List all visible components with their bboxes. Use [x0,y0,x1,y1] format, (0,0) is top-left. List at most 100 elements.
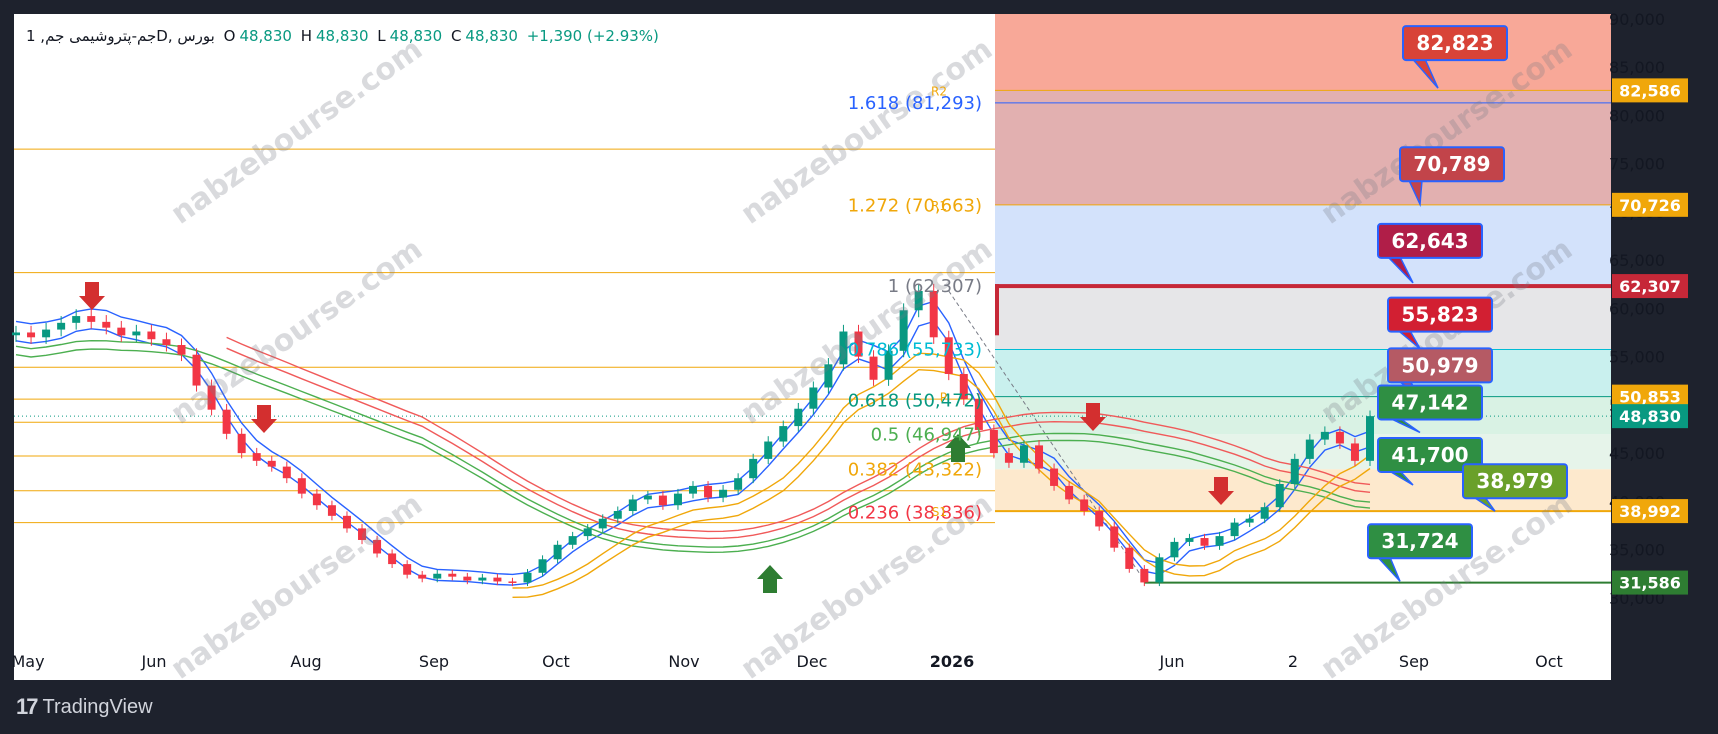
candle [207,379,216,416]
candle-body [1320,431,1329,440]
fib-label-7: 0.236 (38,836) [848,503,982,524]
price-tick: 65,000 [1609,251,1665,270]
close-value: 48,830 [465,27,518,45]
callouts-layer: 82,823 70,789 62,643 55,823 50,979 47,142 41,7… [1367,25,1568,582]
candle [1140,565,1149,587]
red-band-upper [226,336,1371,533]
candle-body [12,332,20,336]
candle [704,481,713,503]
candle [72,309,81,330]
candle [267,455,276,472]
candle [493,573,502,586]
candle-body [1230,522,1239,537]
candle-body [914,290,923,311]
callout-8: 31,724 [1367,523,1473,582]
candle-body [87,316,96,322]
candle-body [1185,538,1194,542]
candle-body [508,581,517,583]
sell-arrow-icon [251,405,277,433]
callout-5: 47,142 [1377,384,1483,434]
price-label-text: 62,307 [1619,277,1681,296]
price-label-4: 48,830 [1612,404,1688,429]
candle [117,320,126,342]
buy-arrow-icon [757,565,783,593]
candle-body [448,573,457,577]
time-tick: May [11,652,44,671]
candle [944,330,953,381]
candle [839,324,848,371]
price-label-bg [1612,570,1688,595]
candle [1155,553,1164,587]
candle-body [102,321,111,328]
callout-value: 41,700 [1391,443,1468,467]
callout-value: 47,142 [1391,390,1468,414]
callout-value: 70,789 [1413,152,1490,176]
candle-body [899,310,908,351]
candle [523,569,532,587]
candle [192,348,201,392]
candle [959,367,968,405]
candle-body [764,441,773,459]
candle-body [944,337,953,374]
red-band-lower [226,347,1371,540]
candle-body [463,576,472,581]
candle-body [57,322,66,330]
price-tick: 80,000 [1609,106,1665,125]
candle-body [884,350,893,380]
callout-value: 31,724 [1381,529,1458,553]
open-value: 48,830 [239,27,292,45]
green-band-upper [15,339,1371,548]
candle-body [297,478,306,494]
candle [463,572,472,585]
fib-label-2: 1 (62,307) [888,276,982,297]
candle-body [628,499,637,512]
candle-body [658,495,667,506]
trend-line [948,290,1145,581]
price-label-0: 82,586 [1612,78,1688,103]
candle [433,569,442,583]
candle-body [388,553,397,565]
fib-label-1: 1.272 (70,663) [848,195,982,216]
time-axis: May Jun Aug Sep Oct Nov Dec 2026 Jun 2 Sep Oct [11,652,1562,671]
price-tick: 85,000 [1609,58,1665,77]
candle-body [1035,445,1044,469]
fib-label-6: 0.382 (43,322) [848,459,982,480]
price-label-text: 38,992 [1619,502,1681,521]
candle [358,524,367,545]
fib-label-0: 1.618 (81,293) [848,93,982,114]
candle [42,322,51,344]
price-label-2: 62,307 [1612,274,1688,299]
candle [342,511,351,533]
candle-body [613,511,622,519]
fib-label-3: 0.786 (55,733) [848,340,982,361]
candle-body [1350,443,1359,461]
candle [1290,453,1299,489]
zone-2 [995,204,1611,287]
candle [1050,463,1059,491]
candle-body [568,536,577,545]
candle [373,535,382,558]
time-tick: 2026 [930,652,975,671]
candle [764,436,773,465]
high-value: 48,830 [316,27,369,45]
candle-body [237,433,246,454]
zone-1 [995,90,1611,205]
close-label: C [450,27,462,45]
candle [297,473,306,499]
tradingview-logo[interactable]: 17 TradingView [16,694,153,720]
candle [1366,410,1374,466]
candle [282,461,291,484]
price-label-bg [1612,78,1688,103]
candle-body [854,331,863,357]
candle [869,350,878,386]
candle-body [1065,485,1074,500]
candle-body [689,485,697,494]
zone-4 [995,349,1611,397]
candle-body [222,409,231,434]
candle-body [1155,557,1164,583]
price-label-text: 31,586 [1619,574,1681,593]
price-label-bg [1612,499,1688,524]
sell-arrow-icon [79,282,105,310]
